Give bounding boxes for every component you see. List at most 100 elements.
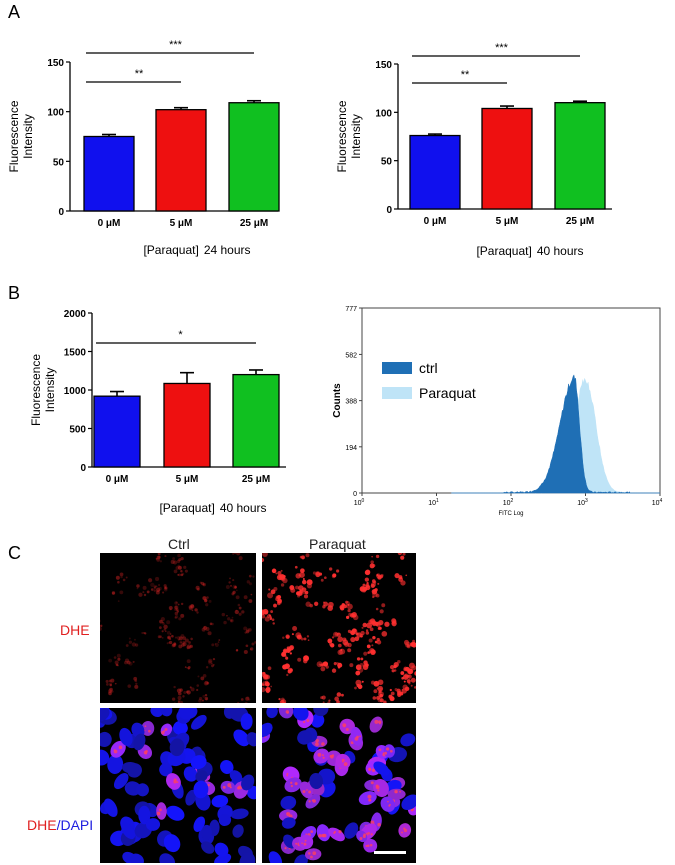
nucleus: [358, 791, 377, 806]
dhe-signal: [108, 679, 112, 683]
dhe-signal: [108, 691, 112, 696]
dhe-signal: [142, 585, 147, 590]
row-label-dhe-dapi: DHE/DAPI: [27, 817, 93, 833]
dhe-signal: [329, 567, 333, 571]
nucleus: [262, 722, 273, 738]
dhe-signal: [387, 800, 389, 803]
dhe-signal: [184, 569, 188, 573]
y-tick-label: 100: [47, 108, 64, 119]
dhe-signal: [136, 587, 139, 590]
dhe-signal: [174, 615, 179, 619]
dhe-signal: [153, 587, 156, 590]
nucleus: [218, 813, 232, 827]
dhe-signal: [262, 557, 265, 563]
dhe-signal: [279, 699, 285, 703]
dhe-signal: [362, 589, 366, 593]
dhe-signal: [370, 680, 375, 685]
dhe-signal: [174, 608, 177, 611]
dhe-signal: [380, 573, 384, 577]
dhe-signal: [186, 666, 189, 669]
dhe-signal: [177, 564, 181, 568]
x-axis-label: FITC Log: [498, 511, 523, 517]
bar: [554, 102, 606, 210]
dhe-signal: [280, 583, 285, 587]
x-tick-exponent: 4: [660, 498, 663, 504]
dhe-signal: [305, 601, 311, 607]
dhe-signal: [336, 569, 340, 573]
dhe-signal: [162, 591, 165, 594]
dhe-signal: [182, 640, 186, 644]
dhe-signal: [232, 590, 236, 594]
dhe-signal: [368, 619, 373, 625]
dhe-signal: [376, 695, 381, 700]
dhe-signal: [314, 601, 319, 606]
dhe-signal: [394, 664, 398, 668]
dhe-signal: [172, 557, 176, 561]
dhe-signal: [268, 588, 271, 591]
nucleus: [211, 794, 229, 808]
nucleus: [201, 841, 215, 854]
dhe-signal: [186, 659, 191, 664]
x-tick-label: 0 μM: [424, 216, 447, 227]
dhe-signal: [286, 774, 289, 777]
dhe-signal: [330, 755, 334, 759]
dhe-signal: [278, 573, 285, 580]
dhe-signal: [384, 621, 390, 627]
dhe-signal: [162, 622, 165, 626]
x-tick-label: 25 μM: [242, 474, 270, 485]
dhe-signal: [188, 641, 191, 644]
y-tick-label: 50: [381, 157, 393, 168]
y-axis-label-line: Fluorescence: [335, 100, 349, 172]
dhe-signal: [184, 666, 187, 668]
dhe-signal: [167, 635, 171, 640]
dhe-signal: [208, 658, 213, 664]
dhe-signal: [158, 555, 161, 559]
dhe-signal: [302, 720, 306, 724]
dhe-signal: [212, 663, 215, 666]
nucleus: [233, 729, 250, 747]
dhe-signal: [324, 576, 327, 580]
dhe-signal: [271, 618, 275, 622]
nucleus: [230, 808, 249, 820]
dhe-signal: [183, 691, 187, 695]
dhe-signal: [364, 577, 369, 582]
dhe-signal: [146, 590, 150, 594]
dhe-signal: [229, 786, 232, 789]
dhe-signal: [162, 621, 164, 624]
bar-chart-40h: FluorescenceIntensity 0 50 100 150 0 μM 5 μM 25…: [335, 42, 612, 258]
dhe-signal: [277, 571, 282, 576]
dhe-signal: [232, 590, 236, 594]
dhe-signal: [362, 834, 366, 839]
dhe-signal: [203, 599, 208, 603]
dhe-signal: [133, 676, 138, 681]
dhe-signal: [174, 611, 179, 616]
dhe-signal: [205, 603, 209, 607]
dhe-signal: [218, 639, 221, 641]
dhe-signal: [113, 749, 116, 751]
nucleus: [195, 770, 208, 782]
y-tick-label: 0: [353, 491, 357, 498]
dhe-signal: [401, 676, 405, 680]
dhe-signal: [190, 604, 195, 608]
dhe-signal: [345, 615, 350, 620]
dhe-signal: [403, 827, 406, 830]
dhe-signal: [204, 680, 209, 685]
dhe-signal: [311, 799, 314, 802]
dhe-signal: [271, 568, 277, 574]
dhe-signal: [365, 844, 368, 848]
dhe-signal: [203, 681, 209, 686]
dhe-signal: [294, 782, 298, 786]
dhe-signal: [350, 741, 354, 745]
nucleus: [214, 853, 232, 863]
dhe-signal: [226, 614, 228, 617]
dhe-signal: [371, 644, 374, 647]
dhe-signal: [196, 688, 199, 692]
dhe-signal: [304, 590, 309, 595]
dhe-signal: [111, 690, 114, 693]
dhe-signal: [181, 643, 185, 647]
dhe-signal: [251, 642, 255, 646]
dhe-signal: [295, 573, 301, 579]
dhe-signal: [148, 578, 153, 583]
nucleus: [344, 822, 359, 839]
nucleus: [297, 730, 313, 745]
